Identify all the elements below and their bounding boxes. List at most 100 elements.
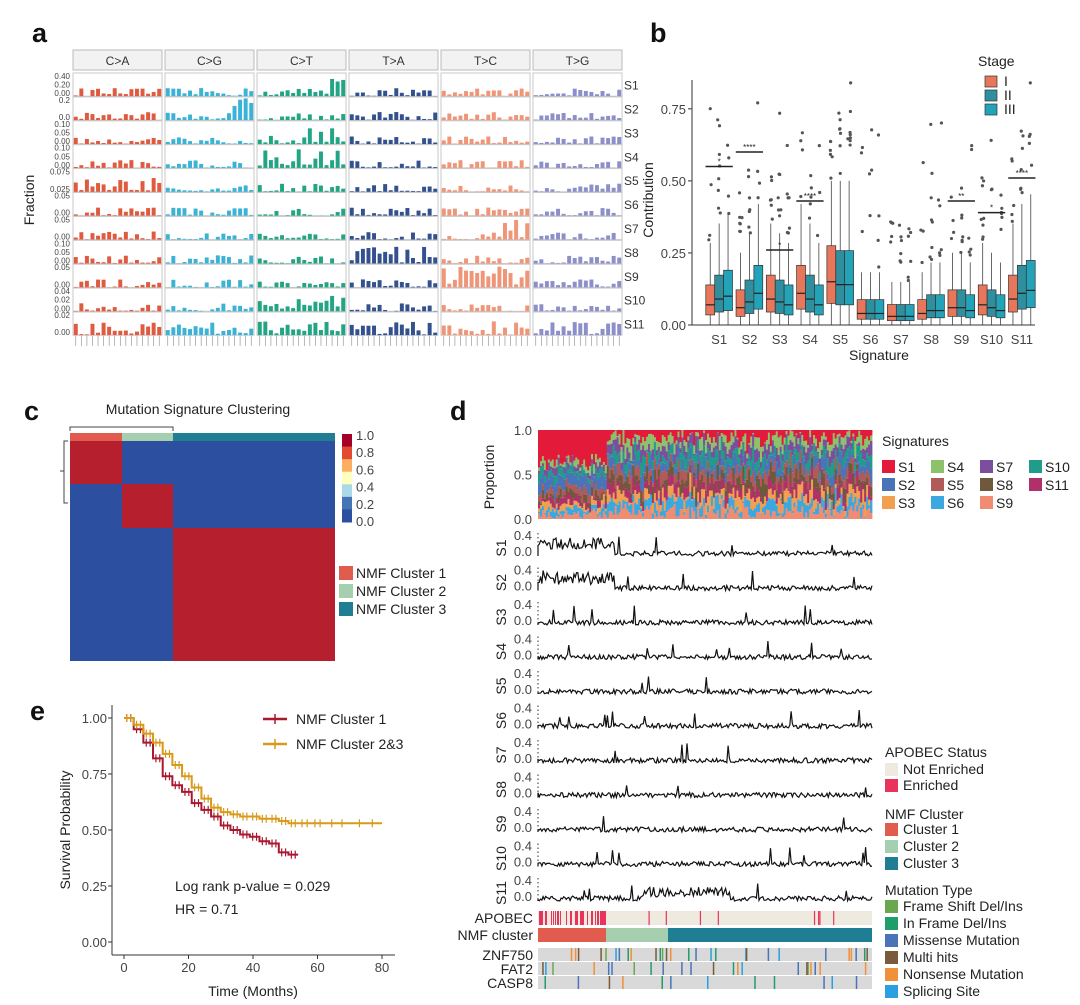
proportion-segment bbox=[710, 506, 714, 519]
proportion-segment bbox=[777, 512, 781, 517]
proportion-segment bbox=[610, 469, 614, 486]
proportion-segment bbox=[712, 437, 716, 448]
proportion-segment bbox=[858, 479, 861, 487]
proportion-segment bbox=[809, 465, 812, 472]
bar bbox=[330, 160, 335, 168]
panel-a-x-ticks bbox=[75, 335, 620, 346]
bar bbox=[263, 235, 268, 240]
proportion-segment bbox=[706, 484, 710, 497]
proportion-segment bbox=[813, 500, 816, 512]
bar bbox=[107, 309, 112, 312]
proportion-segment bbox=[769, 446, 773, 452]
proportion-segment bbox=[563, 430, 566, 463]
proportion-segment bbox=[649, 481, 653, 495]
proportion-segment bbox=[848, 509, 851, 519]
proportion-segment bbox=[653, 442, 657, 458]
bar bbox=[410, 257, 415, 264]
panel-b-label: b bbox=[650, 18, 667, 48]
proportion-segment bbox=[567, 430, 570, 456]
proportion-segment bbox=[805, 463, 808, 468]
proportion-segment bbox=[646, 451, 649, 453]
proportion-segment bbox=[591, 495, 594, 497]
proportion-segment bbox=[551, 508, 555, 519]
proportion-segment bbox=[538, 473, 541, 484]
bar bbox=[480, 234, 485, 240]
bar bbox=[226, 310, 231, 312]
proportion-segment bbox=[691, 444, 694, 460]
proportion-segment bbox=[655, 441, 659, 451]
proportion-segment bbox=[708, 485, 712, 491]
bar bbox=[405, 142, 410, 144]
bar bbox=[221, 118, 226, 121]
outlier-point bbox=[1010, 212, 1014, 217]
x-tick-label: 60 bbox=[310, 960, 324, 975]
proportion-segment bbox=[591, 454, 594, 460]
proportion-segment bbox=[612, 515, 616, 519]
proportion-segment bbox=[604, 475, 608, 480]
box bbox=[814, 284, 824, 316]
proportion-segment bbox=[618, 474, 621, 482]
bar bbox=[594, 306, 599, 312]
bar bbox=[556, 262, 561, 264]
proportion-segment bbox=[706, 512, 710, 519]
proportion-segment bbox=[826, 479, 830, 485]
bar bbox=[123, 181, 128, 192]
outlier-point bbox=[809, 174, 813, 178]
proportion-segment bbox=[781, 444, 784, 455]
bar bbox=[112, 118, 117, 121]
bar bbox=[383, 184, 388, 192]
proportion-segment bbox=[769, 516, 773, 519]
bar bbox=[107, 114, 112, 121]
proportion-segment bbox=[803, 496, 806, 504]
proportion-segment bbox=[606, 454, 610, 458]
proportion-segment bbox=[734, 508, 737, 514]
proportion-segment bbox=[640, 508, 643, 513]
proportion-segment bbox=[846, 506, 849, 518]
proportion-segment bbox=[545, 478, 549, 492]
bar bbox=[221, 166, 226, 168]
bar bbox=[101, 233, 106, 240]
outlier-point bbox=[1010, 159, 1014, 163]
proportion-segment bbox=[761, 503, 765, 505]
bar bbox=[410, 190, 415, 192]
bar bbox=[578, 143, 583, 144]
bar bbox=[226, 95, 231, 97]
bar bbox=[324, 282, 329, 288]
proportion-segment bbox=[669, 461, 672, 475]
box bbox=[926, 294, 936, 319]
proportion-segment bbox=[608, 501, 612, 512]
proportion-segment bbox=[779, 430, 783, 436]
proportion-segment bbox=[663, 497, 667, 511]
bar bbox=[606, 305, 611, 312]
proportion-segment bbox=[583, 472, 586, 486]
panel-c-heatmap bbox=[60, 426, 335, 661]
proportion-segment bbox=[659, 462, 663, 466]
bar bbox=[151, 231, 156, 240]
bar bbox=[360, 325, 365, 336]
proportion-segment bbox=[653, 437, 657, 442]
proportion-segment bbox=[722, 499, 726, 507]
proportion-segment bbox=[553, 503, 557, 509]
proportion-segment bbox=[816, 448, 820, 452]
outlier-point bbox=[889, 240, 893, 244]
bar bbox=[280, 281, 285, 288]
proportion-segment bbox=[777, 483, 781, 498]
bar bbox=[96, 332, 101, 336]
proportion-segment bbox=[822, 430, 826, 433]
facet-header bbox=[348, 49, 439, 71]
proportion-segment bbox=[830, 498, 834, 501]
proportion-segment bbox=[866, 430, 869, 437]
proportion-segment bbox=[604, 508, 608, 512]
facet-cell bbox=[532, 311, 623, 336]
proportion-segment bbox=[663, 469, 667, 481]
proportion-segment bbox=[736, 430, 739, 438]
bar bbox=[171, 306, 176, 312]
bar bbox=[171, 188, 176, 192]
bar bbox=[84, 212, 89, 216]
proportion-segment bbox=[602, 504, 606, 512]
bar bbox=[525, 116, 530, 121]
proportion-segment bbox=[669, 497, 672, 509]
colorbar-segment bbox=[342, 459, 352, 473]
bar bbox=[410, 166, 415, 168]
